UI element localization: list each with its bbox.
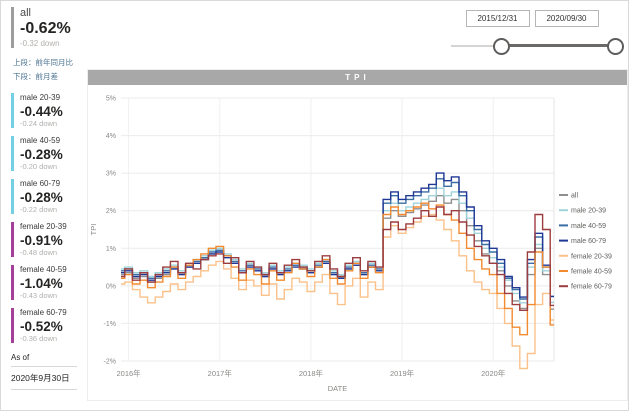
- kpi-label: female 40-59: [20, 264, 67, 274]
- x-tick-label: 2018年: [299, 368, 324, 378]
- kpi-label: female 60-79: [20, 307, 67, 317]
- kpi-tile-female-40-59: female 40-59 -1.04% -0.43 down: [11, 264, 87, 300]
- as-of-block: As of 2020年9月30日: [11, 351, 77, 390]
- slider-handle-start[interactable]: [493, 38, 510, 55]
- date-range-slider: 2015/12/31 2020/09/30: [448, 10, 624, 62]
- kpi-tile-female-60-79: female 60-79 -0.52% -0.36 down: [11, 307, 87, 343]
- kpi-accent-bar: [11, 135, 14, 171]
- kpi-tile-all: all -0.62% -0.32 down: [11, 7, 87, 48]
- kpi-label: female 20-39: [20, 221, 67, 231]
- legend-label: female 20-39: [571, 253, 612, 260]
- legend-item-male-20-39[interactable]: male 20-39: [559, 208, 606, 215]
- as-of-date: 2020年9月30日: [11, 367, 77, 390]
- y-tick-label: 1%: [106, 246, 116, 253]
- legend-label: male 20-39: [571, 208, 606, 215]
- range-end-input[interactable]: 2020/09/30: [534, 10, 599, 27]
- tpi-chart[interactable]: 2016年 2017年 2018年 2019年 2020年 5% 4% 3% 2% 1% 0% -1%…: [88, 85, 627, 400]
- kpi-tile-male-60-79: male 60-79 -0.28% -0.22 down: [11, 178, 87, 214]
- legend-item-male-40-59[interactable]: male 40-59: [559, 223, 606, 230]
- legend-label: all: [571, 193, 578, 200]
- kpi-tile-male-20-39: male 20-39 -0.44% -0.24 down: [11, 92, 87, 128]
- legend-label: female 40-59: [571, 269, 612, 276]
- kpi-value: -0.91%: [20, 232, 63, 248]
- kpi-label: male 20-39: [20, 92, 61, 102]
- kpi-delta: -0.32 down: [20, 39, 60, 48]
- legend-item-female-40-59[interactable]: female 40-59: [559, 269, 612, 276]
- y-tick-label: -1%: [104, 321, 116, 328]
- series-female-60-79: [121, 206, 554, 311]
- x-tick-label: 2017年: [208, 368, 233, 378]
- note-upper: 上段：前年同月比: [13, 58, 73, 67]
- kpi-label: all: [20, 7, 32, 19]
- kpi-delta: -0.43 down: [20, 290, 58, 300]
- kpi-delta: -0.24 down: [20, 118, 58, 128]
- kpi-value: -0.52%: [20, 318, 63, 334]
- kpi-accent-bar: [11, 178, 14, 214]
- x-tick-label: 2016年: [117, 368, 142, 378]
- kpi-label: male 60-79: [20, 178, 61, 188]
- kpi-value: -0.28%: [20, 189, 63, 205]
- kpi-accent-bar: [11, 264, 14, 300]
- kpi-accent-bar: [11, 7, 14, 48]
- kpi-notes: 上段：前年同月比 下段：前月差: [13, 56, 87, 85]
- y-tick-label: 2%: [106, 208, 116, 215]
- slider-handle-end[interactable]: [607, 38, 624, 55]
- y-tick-label: 5%: [106, 96, 116, 103]
- note-lower: 下段：前月差: [13, 72, 58, 82]
- slider-track-area: [448, 36, 624, 56]
- kpi-delta: -0.20 down: [20, 161, 58, 171]
- kpi-sidebar: all -0.62% -0.32 down 上段：前年同月比 下段：前月差 ma…: [1, 1, 87, 410]
- x-tick-label: 2019年: [390, 368, 415, 378]
- kpi-tile-female-20-39: female 20-39 -0.91% -0.48 down: [11, 221, 87, 257]
- kpi-value: -0.28%: [20, 146, 63, 162]
- y-tick-label: 3%: [106, 171, 116, 178]
- kpi-delta: -0.22 down: [20, 204, 58, 214]
- kpi-label: male 40-59: [20, 135, 61, 145]
- kpi-accent-bar: [11, 307, 14, 343]
- y-tick-label: -2%: [104, 359, 116, 366]
- as-of-label: As of: [11, 351, 77, 367]
- legend-label: male 60-79: [571, 238, 606, 245]
- slider-active-range[interactable]: [500, 44, 616, 47]
- y-tick-label: 4%: [106, 133, 116, 140]
- kpi-delta: -0.48 down: [20, 247, 58, 257]
- kpi-accent-bar: [11, 92, 14, 128]
- x-axis-title: DATE: [328, 384, 347, 393]
- legend-label: male 40-59: [571, 223, 606, 230]
- kpi-accent-bar: [11, 221, 14, 257]
- kpi-tile-male-40-59: male 40-59 -0.28% -0.20 down: [11, 135, 87, 171]
- range-start-input[interactable]: 2015/12/31: [465, 10, 530, 27]
- legend-item-male-60-79[interactable]: male 60-79: [559, 238, 606, 245]
- x-tick-label: 2020年: [481, 368, 506, 378]
- legend-item-all[interactable]: all: [559, 193, 578, 200]
- legend-item-female-60-79[interactable]: female 60-79: [559, 284, 612, 291]
- kpi-value: -1.04%: [20, 275, 63, 291]
- legend-label: female 60-79: [571, 284, 612, 291]
- y-axis-title: TPI: [89, 224, 98, 236]
- kpi-value: -0.44%: [20, 103, 63, 119]
- kpi-value: -0.62%: [20, 20, 71, 37]
- slider-date-boxes: 2015/12/31 2020/09/30: [440, 10, 624, 27]
- chart-title: TPI: [88, 70, 627, 85]
- y-tick-label: 0%: [106, 283, 116, 290]
- tpi-chart-panel: TPI 2016年 2017年 2018年 2019年 2020年 5% 4% 3% 2% 1% 0…: [87, 69, 628, 401]
- series-female-20-39: [121, 213, 554, 370]
- legend-item-female-20-39[interactable]: female 20-39: [559, 253, 612, 260]
- kpi-delta: -0.36 down: [20, 333, 58, 343]
